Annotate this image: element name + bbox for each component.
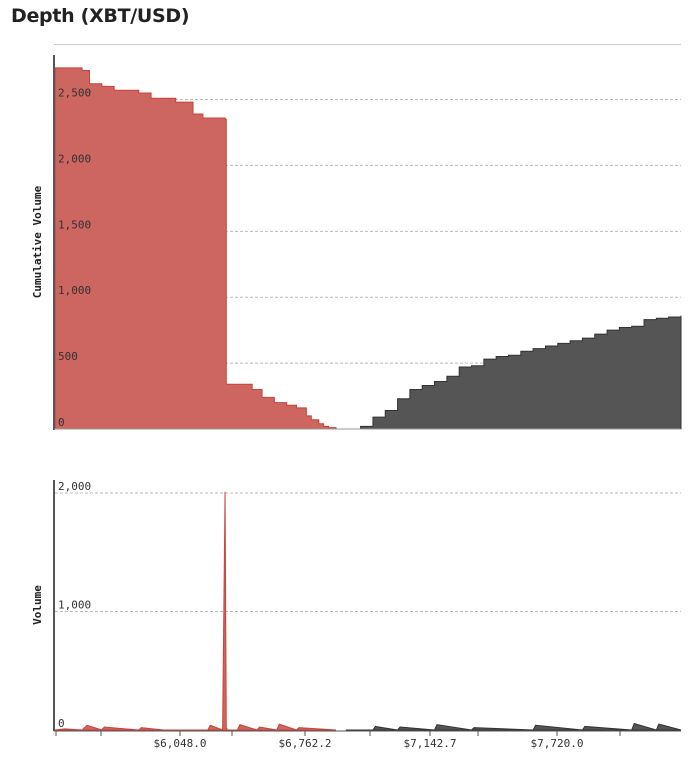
cumulative-y-tick-label: 1,500 xyxy=(58,218,91,231)
volume-y-tick-label: 2,000 xyxy=(58,480,91,493)
cumulative-y-tick-label: 2,500 xyxy=(58,87,91,100)
cumulative-y-tick-label: 500 xyxy=(58,350,78,363)
cumulative-areas xyxy=(54,67,682,430)
volume-y-tick-label: 0 xyxy=(58,717,65,730)
page-title: Depth (XBT/USD) xyxy=(11,5,190,27)
cumulative-y-tick-label: 2,000 xyxy=(58,152,91,165)
volume-x-ticks: $6,048.0 $6,762.2 $7,142.7 $7,720.0 xyxy=(55,731,621,750)
cumulative-y-label: Cumulative Volume xyxy=(31,185,44,298)
volume-y-label: Volume xyxy=(31,585,44,625)
x-tick-label: $7,142.7 xyxy=(404,737,457,750)
volume-y-tick-label: 1,000 xyxy=(58,599,91,612)
cumulative-y-tick-label: 0 xyxy=(58,416,65,429)
x-tick-label: $6,048.0 xyxy=(154,737,207,750)
cumulative-y-tick-label: 1,000 xyxy=(58,284,91,297)
volume-lines xyxy=(54,491,682,731)
x-tick-label: $6,762.2 xyxy=(279,737,332,750)
volume-y-ticks: 0 1,000 2,000 xyxy=(58,480,91,730)
bid-volume-line xyxy=(54,491,336,731)
volume-grid xyxy=(55,492,681,612)
ask-volume-line xyxy=(345,722,682,731)
x-tick-label: $7,720.0 xyxy=(531,737,584,750)
cumulative-y-ticks: 0 500 1,000 1,500 2,000 2,500 xyxy=(58,87,91,429)
ask-cumulative-area xyxy=(345,315,682,430)
bid-cumulative-area xyxy=(54,67,337,430)
title-divider xyxy=(54,44,681,45)
